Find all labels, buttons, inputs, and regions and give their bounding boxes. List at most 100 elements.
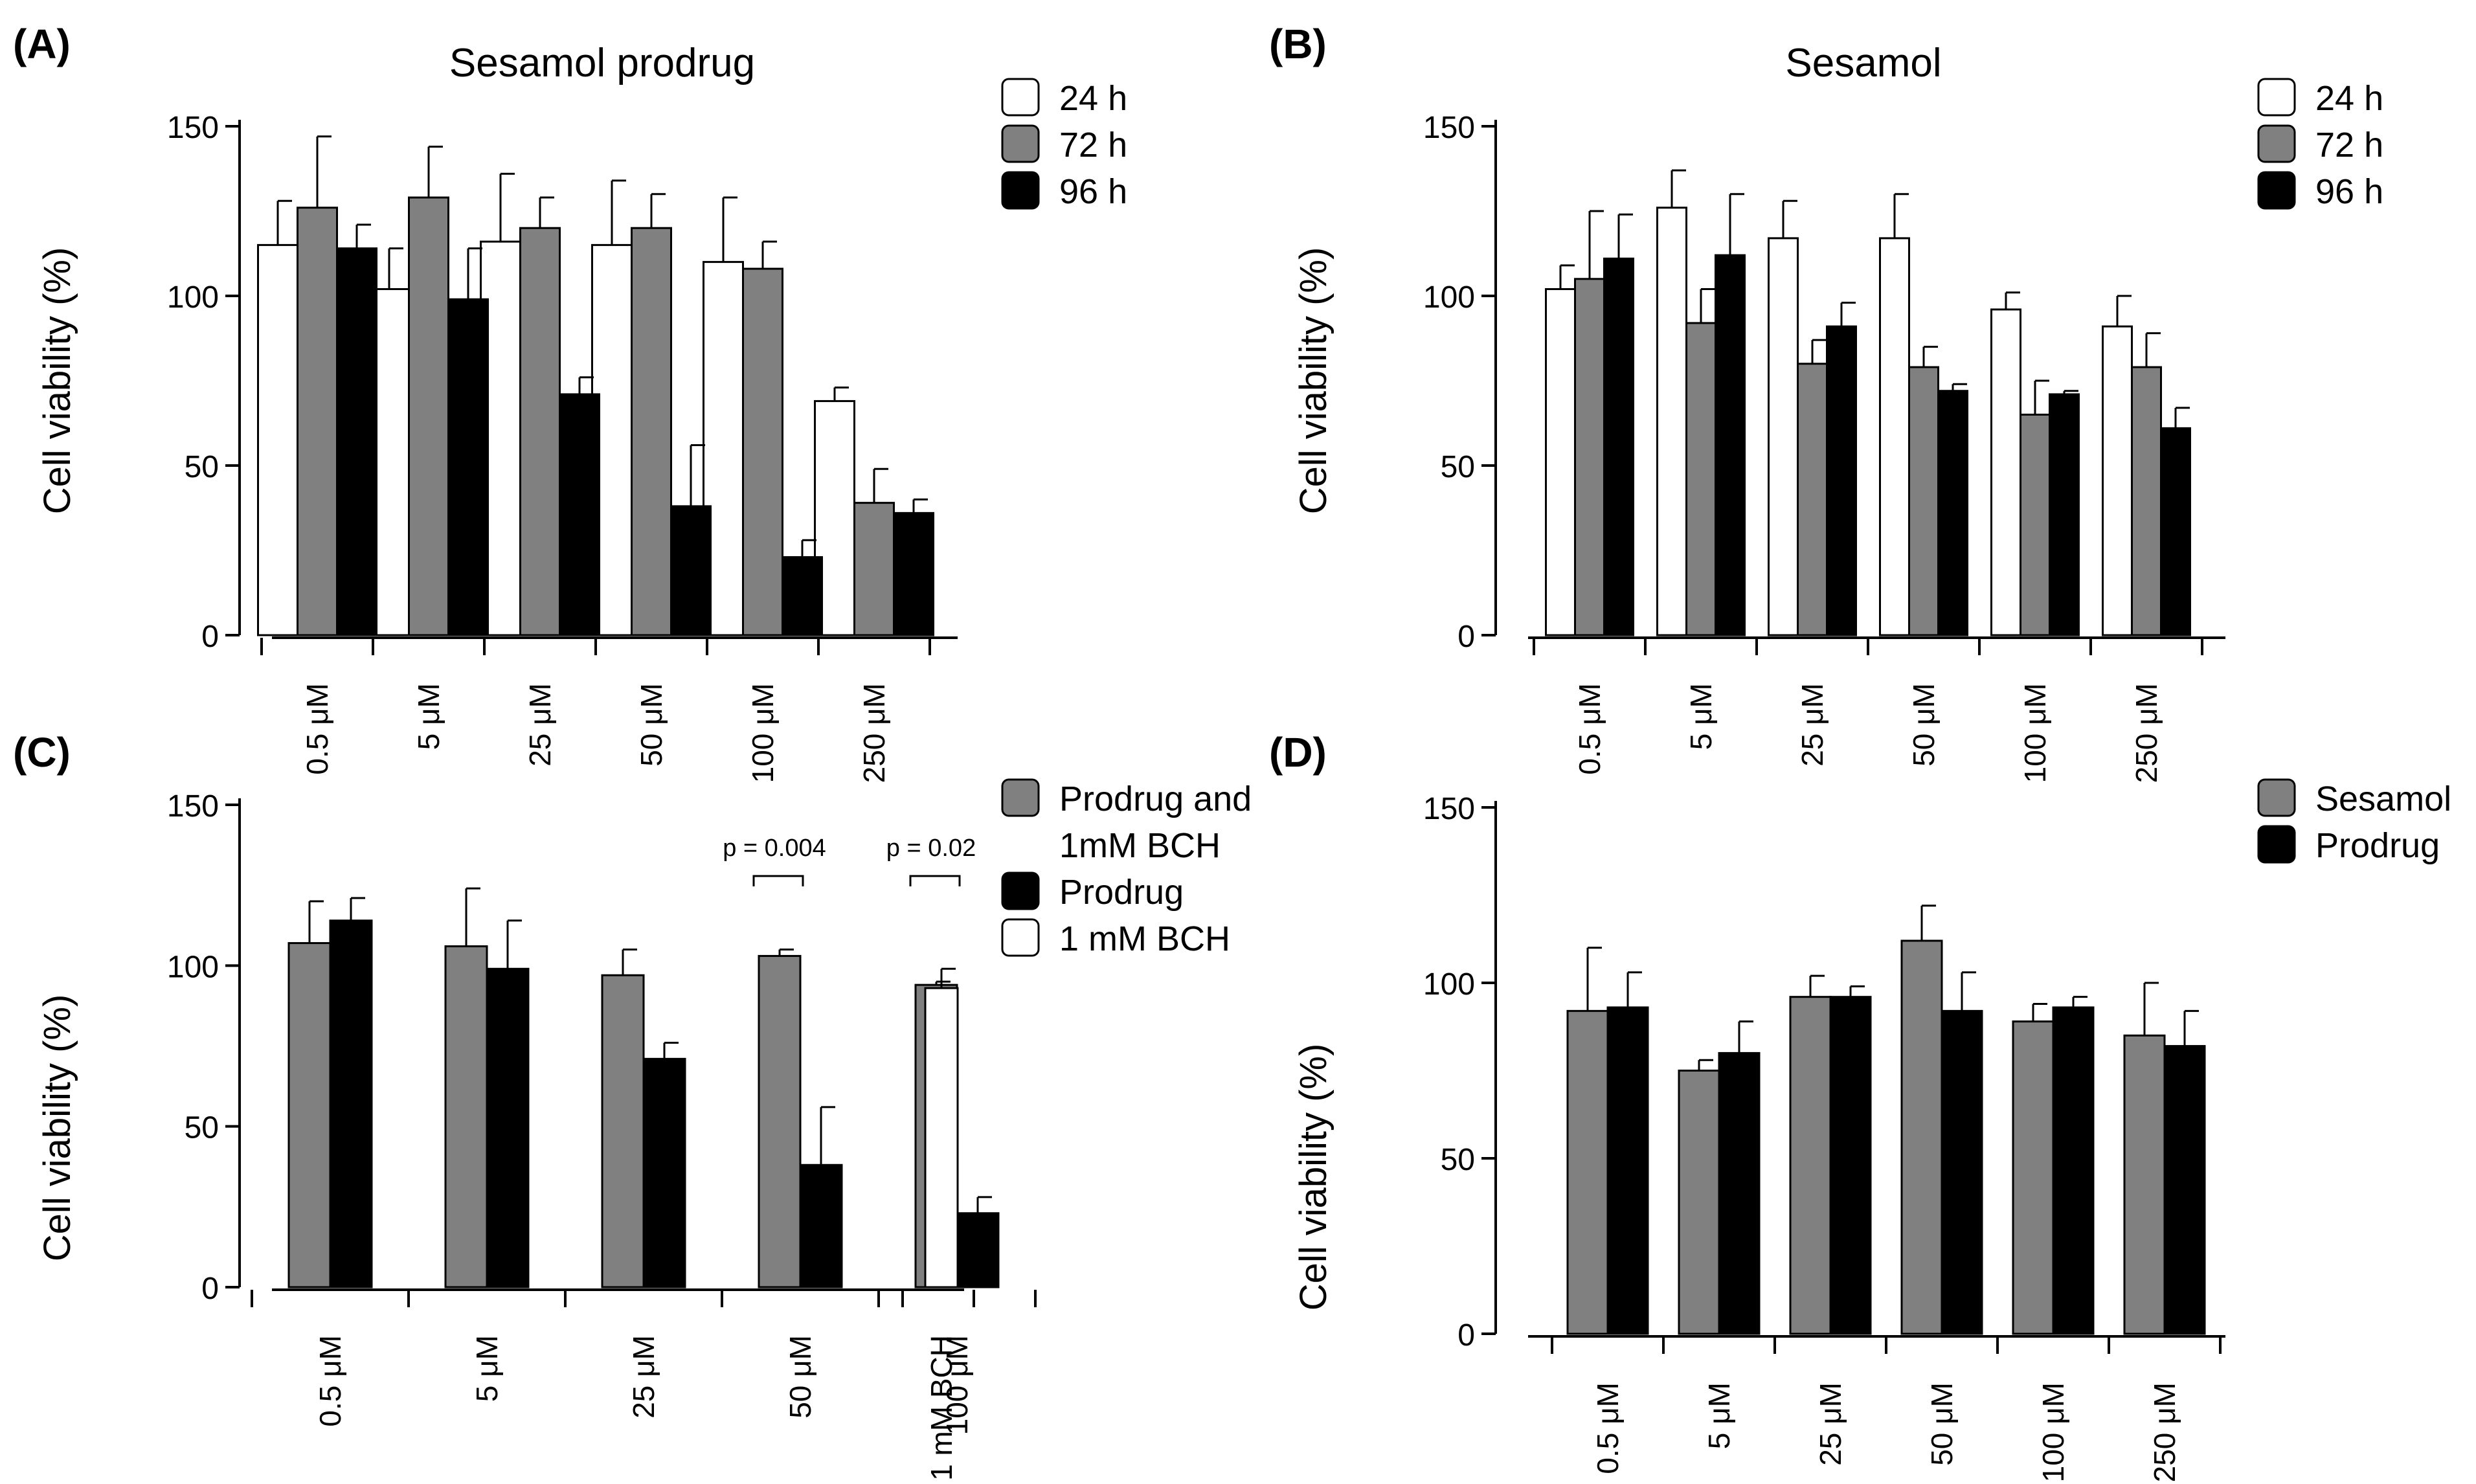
legend-label-line: Prodrug <box>1059 873 1184 912</box>
legend-label-line: 72 h <box>2315 126 2383 164</box>
x-tick-label: 25 μM <box>627 1335 660 1419</box>
legend-label: 72 h <box>1059 126 1127 164</box>
bar <box>257 243 298 636</box>
x-tick-label: 50 μM <box>1925 1382 1959 1466</box>
y-axis-label: Cell viability (%) <box>1292 247 1334 515</box>
bar <box>1678 1070 1720 1335</box>
y-tick-label: 150 <box>1423 111 1475 145</box>
legend-swatch <box>2257 124 2296 163</box>
bar <box>1603 257 1634 636</box>
legend-label: 1 mM BCH <box>1059 919 1230 958</box>
legend-label: Prodrug <box>1059 873 1184 912</box>
bar <box>642 1057 686 1288</box>
x-tick-label: 5 μM <box>1684 683 1718 750</box>
y-tick-label: 150 <box>167 111 219 145</box>
bar <box>1789 996 1832 1335</box>
panel-1: (B) Sesamol Cell viability (%) 0 50 100 150 0.5… <box>1269 21 2383 783</box>
x-tick-label: 25 μM <box>1814 1382 1847 1466</box>
x-tick-label: 1 mM BCH <box>925 1335 958 1481</box>
bar <box>486 967 530 1288</box>
bar <box>1941 1009 1983 1335</box>
panel-label: (B) <box>1269 21 1327 67</box>
bar <box>2020 413 2051 636</box>
bar <box>1685 322 1716 636</box>
legend-label-line: Sesamol <box>2315 780 2451 818</box>
bar <box>2163 1045 2206 1335</box>
bar <box>2049 393 2080 636</box>
bar <box>2012 1020 2054 1335</box>
bar <box>601 974 645 1288</box>
x-tick-label: 250 μM <box>857 683 891 783</box>
y-tick-label: 100 <box>167 280 219 315</box>
y-tick-label: 50 <box>1441 450 1475 484</box>
y-tick-label: 0 <box>1457 1318 1475 1353</box>
legend-label-line: 96 h <box>2315 172 2383 211</box>
bar <box>1566 1009 1609 1335</box>
bar <box>2131 366 2162 636</box>
panel-2: (C) Cell viability (%) 0 50 100 150 0.5 μM 5 μM… <box>13 729 1252 1481</box>
bar <box>742 267 783 636</box>
y-tick-label: 50 <box>185 450 219 484</box>
legend-label-line: 96 h <box>1059 172 1127 211</box>
legend-swatch <box>1001 918 1040 957</box>
legend-label-line: 72 h <box>1059 126 1127 164</box>
chart-title: Sesamol <box>1785 41 1941 85</box>
legend-swatch <box>1001 171 1040 210</box>
bar <box>1879 237 1910 636</box>
y-tick-label: 50 <box>185 1111 219 1145</box>
legend-label: 24 h <box>2315 79 2383 118</box>
bar <box>1937 390 1968 636</box>
legend-label-line: 1 mM BCH <box>1059 919 1230 958</box>
x-tick-label: 250 μM <box>2130 683 2163 783</box>
x-tick-label: 50 μM <box>1907 683 1941 767</box>
legend-label: 72 h <box>2315 126 2383 164</box>
legend-label-line: 1mM BCH <box>1059 826 1221 865</box>
x-tick-label: 50 μM <box>635 683 668 767</box>
bar <box>1797 363 1828 636</box>
x-tick-label: 100 μM <box>746 683 780 783</box>
bar <box>1900 939 1943 1335</box>
x-tick-label: 5 μM <box>1702 1382 1736 1449</box>
legend-swatch <box>1001 78 1040 117</box>
legend-label-line: Prodrug and <box>1059 780 1252 818</box>
legend-label: Prodrug and 1mM BCH <box>1059 780 1252 865</box>
x-tick-label: 100 μM <box>2018 683 2052 783</box>
y-tick-label: 50 <box>1441 1143 1475 1177</box>
legend-label: Prodrug <box>2315 826 2440 865</box>
x-tick-label: 100 μM <box>2036 1382 2070 1482</box>
y-axis-label: Cell viability (%) <box>36 247 78 515</box>
legend-label: 24 h <box>1059 79 1127 118</box>
y-tick-label: 150 <box>167 789 219 824</box>
bar <box>1606 1006 1649 1335</box>
significance-bracket <box>909 875 961 886</box>
bar <box>1990 308 2021 636</box>
legend-swatch <box>1001 124 1040 163</box>
bar <box>329 919 373 1288</box>
y-tick-label: 100 <box>1423 280 1475 315</box>
bar <box>1908 366 1939 636</box>
legend-label: 96 h <box>2315 172 2383 211</box>
bar <box>1826 325 1857 636</box>
bar <box>782 556 823 636</box>
panel-0: (A) Sesamol prodrug Cell viability (%) 0 50 1… <box>13 21 1127 783</box>
x-tick-label: 50 μM <box>783 1335 817 1419</box>
legend-label-line: Prodrug <box>2315 826 2440 865</box>
x-tick-label: 25 μM <box>523 683 557 767</box>
y-tick-label: 0 <box>201 1272 219 1306</box>
legend-swatch <box>2257 171 2296 210</box>
bar <box>2160 427 2191 636</box>
legend-label-line: 24 h <box>2315 79 2383 118</box>
bar <box>2102 325 2133 636</box>
panel-label: (A) <box>13 21 71 67</box>
legend-label: 96 h <box>1059 172 1127 211</box>
x-tick-label: 0.5 μM <box>1591 1382 1625 1474</box>
bar <box>519 227 561 636</box>
x-tick-label: 0.5 μM <box>313 1335 347 1427</box>
bar <box>853 502 895 636</box>
bar <box>297 207 338 636</box>
bar <box>1574 278 1605 636</box>
x-tick-label: 25 μM <box>1795 683 1829 767</box>
bar <box>1718 1051 1761 1335</box>
bar <box>287 942 332 1288</box>
